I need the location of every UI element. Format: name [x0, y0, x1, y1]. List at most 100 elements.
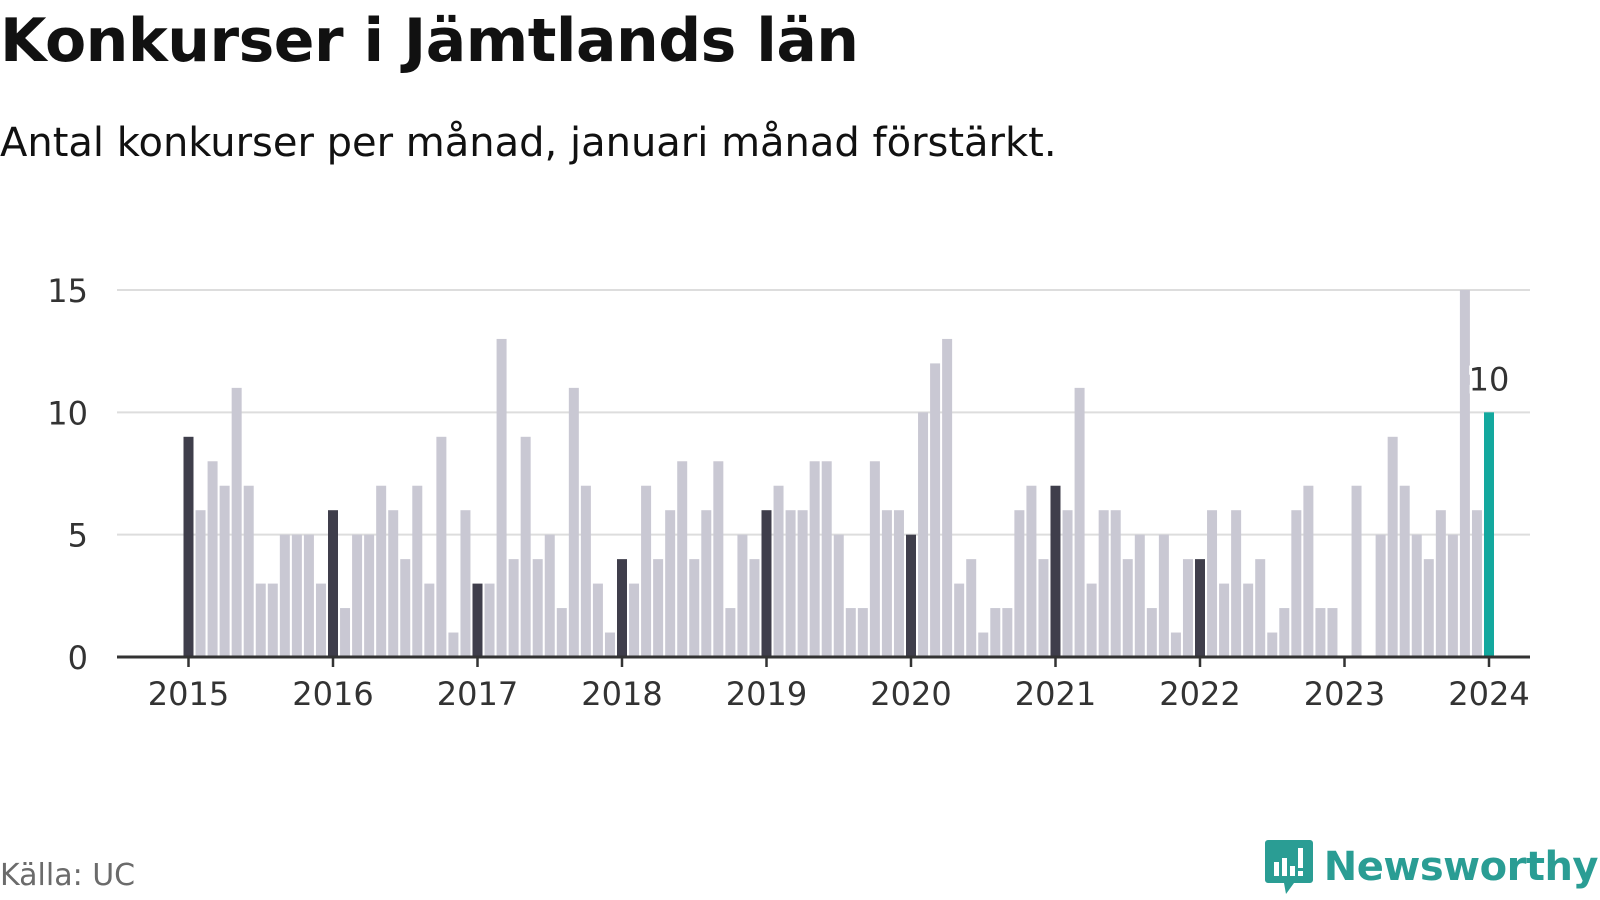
bar: [833, 534, 844, 657]
bar: [629, 583, 640, 657]
x-tick-label: 2024: [1448, 675, 1529, 713]
bar: [918, 412, 929, 657]
bar: [785, 510, 796, 657]
bar: [1086, 583, 1097, 657]
bar: [1459, 290, 1470, 657]
bar: [821, 461, 832, 657]
bar: [231, 387, 242, 657]
bar: [749, 559, 760, 657]
x-tick-label: 2020: [870, 675, 951, 713]
bar: [1375, 534, 1386, 657]
bar: [448, 632, 459, 657]
bar: [1447, 534, 1458, 657]
bar: [665, 510, 676, 657]
bar: [990, 608, 1001, 657]
bar: [881, 510, 892, 657]
bar: [797, 510, 808, 657]
bar: [1315, 608, 1326, 657]
bar: [893, 510, 904, 657]
bar: [556, 608, 567, 657]
bar: [1014, 510, 1025, 657]
bar: [1098, 510, 1109, 657]
bar: [1026, 485, 1037, 657]
bar: [677, 461, 688, 657]
brand-logo[interactable]: Newsworthy: [1264, 838, 1599, 896]
brand-name: Newsworthy: [1323, 844, 1599, 890]
x-tick-label: 2022: [1159, 675, 1240, 713]
bar: [279, 534, 290, 657]
bar: [1471, 510, 1482, 657]
bar-chart-speech-bubble-icon: [1264, 840, 1313, 894]
bar-january: [1050, 485, 1061, 657]
x-tick-label: 2019: [726, 675, 807, 713]
bar: [1110, 510, 1121, 657]
bar: [267, 583, 278, 657]
bar: [845, 608, 856, 657]
x-tick-label: 2017: [437, 675, 518, 713]
bar: [520, 436, 531, 657]
bar: [291, 534, 302, 657]
bar: [930, 363, 941, 657]
bar: [1291, 510, 1302, 657]
bar: [1399, 485, 1410, 657]
bar: [809, 461, 820, 657]
y-tick-label: 10: [47, 394, 88, 432]
bar: [1387, 436, 1398, 657]
x-tick-label: 2016: [292, 675, 373, 713]
bar: [219, 485, 230, 657]
bar: [689, 559, 700, 657]
bar: [376, 485, 387, 657]
bar: [315, 583, 326, 657]
bar: [1074, 387, 1085, 657]
bar: [436, 436, 447, 657]
bar: [653, 559, 664, 657]
bar: [1435, 510, 1446, 657]
bar: [1255, 559, 1266, 657]
bar: [1423, 559, 1434, 657]
bar: [508, 559, 519, 657]
y-axis-labels: 0 5 10 15: [47, 272, 88, 677]
bar: [713, 461, 724, 657]
bars: [183, 290, 1494, 657]
bar: [364, 534, 375, 657]
bar: [1182, 559, 1193, 657]
bar: [604, 632, 615, 657]
x-tick-label: 2018: [581, 675, 662, 713]
bar: [701, 510, 712, 657]
bar: [496, 338, 507, 657]
bar: [1231, 510, 1242, 657]
bar: [1243, 583, 1254, 657]
bar: [388, 510, 399, 657]
bar: [942, 338, 953, 657]
bar: [1158, 534, 1169, 657]
source-label: Källa: UC: [0, 858, 136, 893]
x-axis: 2015 2016 2017 2018 2019 2020 2021 2022 2023 2024: [117, 655, 1530, 713]
x-tick-label: 2021: [1015, 675, 1096, 713]
bar: [243, 485, 254, 657]
bar-january: [761, 510, 772, 657]
bar-january: [1484, 412, 1494, 657]
bar: [1219, 583, 1230, 657]
bar: [1170, 632, 1181, 657]
bar: [568, 387, 579, 657]
bar-chart: 2015 2016 2017 2018 2019 2020 2021 2022 2023 2024…: [47, 272, 1530, 713]
y-tick-label: 0: [68, 639, 88, 677]
bar: [484, 583, 495, 657]
bar: [580, 485, 591, 657]
bar: [460, 510, 471, 657]
bar: [1002, 608, 1013, 657]
bar: [1351, 485, 1362, 657]
bar-january: [472, 583, 483, 657]
y-tick-label: 15: [47, 272, 88, 310]
bar: [207, 461, 218, 657]
bar: [1146, 608, 1157, 657]
bar: [412, 485, 423, 657]
bar: [1038, 559, 1049, 657]
x-tick-label: 2023: [1304, 675, 1385, 713]
bar: [1411, 534, 1422, 657]
bar: [424, 583, 435, 657]
bar: [869, 461, 880, 657]
bar-january: [183, 436, 194, 657]
bar: [255, 583, 266, 657]
bar-january: [328, 510, 338, 657]
